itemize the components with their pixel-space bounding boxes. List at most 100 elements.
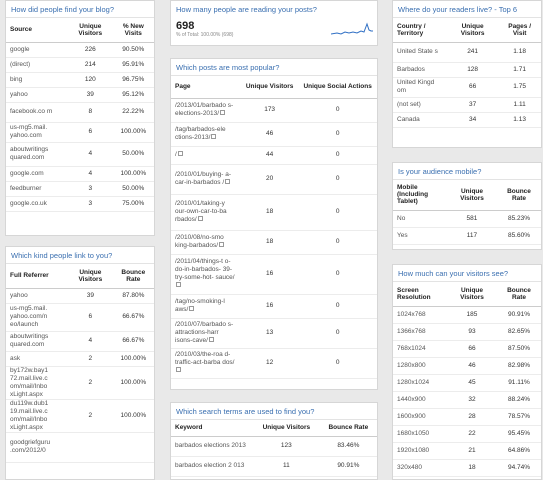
row-value: 66.67% [112, 303, 154, 332]
popular-posts-widget: Which posts are most popular? Page Uniqu… [170, 58, 378, 390]
row-label[interactable]: du119w.dub1 19.mail.live.c om/mail/Inbo … [6, 399, 68, 433]
row-label[interactable]: bing [6, 72, 68, 88]
row-value: 1.13 [498, 112, 541, 128]
row-label: Canada [393, 112, 447, 128]
link-people-title: Which kind people link to you? [6, 247, 154, 264]
row-label: 1440x900 [393, 391, 447, 409]
row-label[interactable]: /2013/01/barbado s-elections-2013/ [171, 98, 241, 123]
row-value: 581 [447, 210, 497, 228]
row-label[interactable]: ask [6, 351, 68, 367]
row-value: 45 [447, 374, 497, 392]
row-label[interactable]: yahoo [6, 87, 68, 103]
link-people-widget: Which kind people link to you? Full Refe… [5, 246, 155, 480]
row-value: 95.12% [112, 87, 154, 103]
row-label[interactable]: yahoo [6, 288, 68, 304]
row-label: (not set) [393, 97, 447, 113]
row-value [68, 432, 113, 463]
row-value: 85.23% [496, 210, 541, 228]
mobile-table: Mobile (Including Tablet) Unique Visitor… [393, 180, 541, 245]
row-label[interactable]: /tag/no-smoking-l aws/ [171, 294, 241, 319]
table-row: /2013/01/barbado s-elections-2013/173 0 [171, 98, 377, 123]
col-unique-visitors: Unique Visitors [241, 76, 299, 99]
external-link-icon[interactable] [176, 367, 181, 372]
table-row: 320x480 18 94.74% [393, 459, 541, 477]
table-row: barbados elections 2013 123 83.46% [171, 436, 377, 457]
link-people-table: Full Referrer Unique Visitors Bounce Rat… [6, 264, 154, 463]
search-terms-widget: Which search terms are used to find you?… [170, 402, 378, 480]
row-label[interactable]: /2010/03/the-roa d-traffic-act-barba dos… [171, 348, 241, 379]
row-value: 12 [241, 348, 299, 379]
find-blog-table: Source Unique Visitors % New Visits goog… [6, 18, 154, 212]
col-new-visits: % New Visits [112, 18, 154, 43]
table-row: 1024x768 185 90.91% [393, 306, 541, 324]
table-row: aboutwritings quared.com 4 66.67% [6, 331, 154, 352]
row-label[interactable]: feedburner [6, 181, 68, 197]
col-page: Page [171, 76, 241, 99]
row-value: 32 [447, 391, 497, 409]
row-label[interactable]: (direct) [6, 57, 68, 73]
row-value: 66 [447, 340, 497, 358]
table-row: barbados election 2 013 11 90.91% [171, 456, 377, 477]
row-label[interactable]: aboutwritings quared.com [6, 331, 68, 352]
row-value: 120 [68, 72, 113, 88]
row-value: 66 [447, 77, 499, 98]
screen-title: How much can your visitors see? [393, 265, 541, 282]
row-label[interactable]: /2010/01/buying- a-car-in-barbados / [171, 164, 241, 195]
table-row: /2010/01/buying- a-car-in-barbados /20 0 [171, 164, 377, 195]
row-value: 95.45% [496, 425, 541, 443]
table-row: goodgriefguru .com/2012/0 [6, 432, 154, 463]
row-value: 3 [68, 181, 113, 197]
row-value: 173 [241, 98, 299, 123]
table-row: Yes 117 85.60% [393, 227, 541, 245]
row-label[interactable]: us-mg5.mail. yahoo.com [6, 122, 68, 143]
row-label[interactable]: google.com [6, 166, 68, 182]
row-value: 0 [298, 230, 377, 255]
row-value: 2 [68, 366, 113, 400]
row-label[interactable]: /2010/07/barbado s-attractions-harr ison… [171, 318, 241, 349]
row-label[interactable]: /tag/barbados-ele ctions-2013/ [171, 122, 241, 147]
row-value: 90.50% [112, 42, 154, 58]
row-value: 28 [447, 408, 497, 426]
col-unique-visitors: Unique Visitors [68, 18, 113, 43]
readers-live-title: Where do your readers live? - Top 6 [393, 1, 541, 18]
external-link-icon[interactable] [197, 216, 203, 221]
col-pages-visit: Pages / Visit [498, 18, 541, 43]
row-value: 100.00% [112, 366, 154, 400]
col-unique-visitors: Unique Visitors [447, 180, 497, 211]
row-label[interactable]: aboutwritings quared.com [6, 142, 68, 167]
table-row: 1280x1024 45 91.11% [393, 374, 541, 392]
table-row: us-mg5.mail. yahoo.com 6 100.00% [6, 122, 154, 143]
row-label[interactable]: facebook.co m [6, 102, 68, 123]
external-link-icon[interactable] [211, 134, 217, 139]
row-label[interactable]: /2010/08/no-smo king-barbados/ [171, 230, 241, 255]
row-value: 87.50% [496, 340, 541, 358]
row-label[interactable]: google.co.uk [6, 196, 68, 212]
row-label[interactable]: us-mg5.mail. yahoo.com/n eo/launch [6, 303, 68, 332]
row-label[interactable]: / [171, 146, 241, 165]
external-link-icon[interactable] [219, 242, 224, 247]
external-link-icon[interactable] [177, 151, 183, 156]
row-value: 1.18 [498, 42, 541, 63]
row-value: 18 [241, 230, 299, 255]
row-value: 3 [68, 196, 113, 212]
row-value: 100.00% [112, 399, 154, 433]
external-link-icon[interactable] [220, 110, 226, 115]
row-label[interactable]: /2010/01/taking-y our-own-car-to-ba rbad… [171, 194, 241, 231]
reading-widget: How many people are reading your posts? … [170, 0, 378, 46]
row-label[interactable]: google [6, 42, 68, 58]
row-value: 16 [241, 254, 299, 295]
row-label[interactable]: /2011/04/things-t o-do-in-barbados- 39-t… [171, 254, 241, 295]
row-label[interactable]: by172w.bay1 72.mail.live.c om/mail/Inbo … [6, 366, 68, 400]
mobile-title: Is your audience mobile? [393, 163, 541, 180]
external-link-icon[interactable] [225, 179, 231, 184]
external-link-icon[interactable] [189, 306, 195, 311]
row-label[interactable]: goodgriefguru .com/2012/0 [6, 432, 68, 463]
row-label: Yes [393, 227, 447, 245]
row-value: 8 [68, 102, 113, 123]
row-label: barbados elections 2013 [171, 436, 253, 457]
external-link-icon[interactable] [208, 337, 214, 342]
row-value: 4 [68, 142, 113, 167]
col-keyword: Keyword [171, 420, 253, 437]
external-link-icon[interactable] [176, 282, 181, 287]
col-unique-visitors: Unique Visitors [253, 420, 320, 437]
